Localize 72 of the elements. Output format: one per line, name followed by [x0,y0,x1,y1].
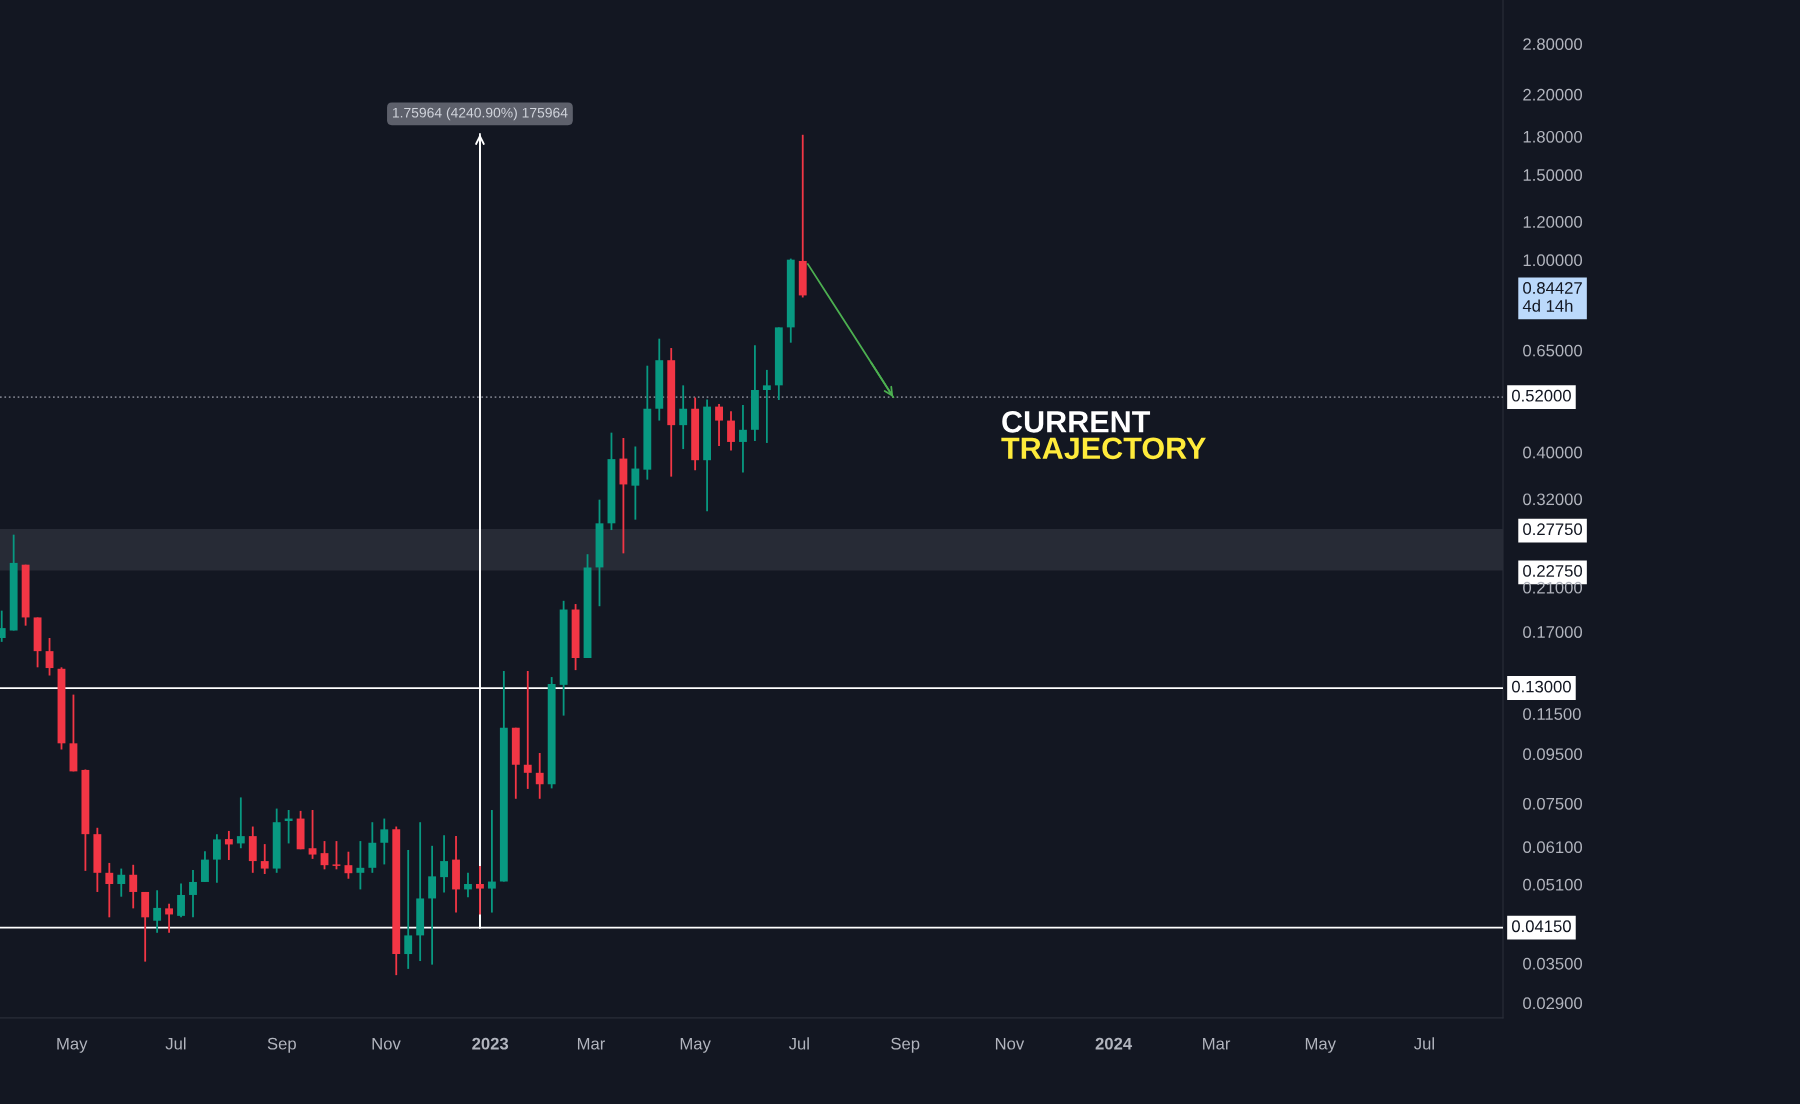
candlestick [236,796,245,850]
candlestick [129,863,138,910]
candlestick [727,410,735,452]
y-tick-label: 0.03500 [1523,957,1583,970]
candlestick [440,834,448,894]
candlestick [105,862,114,919]
y-tick-label: 0.07500 [1523,797,1583,810]
y-tick-label: 1.50000 [1523,169,1583,181]
y-tick-label: 0.17000 [1523,626,1583,638]
candlestick [260,843,269,875]
x-tick-label: Sep [891,1037,920,1053]
candlestick [356,840,365,891]
x-tick-label: May [1305,1037,1336,1053]
candlestick [739,404,747,474]
annotation: TRAJECTORY [1001,437,1206,460]
candlestick [715,403,723,447]
y-tick-label: 0.05100 [1523,878,1583,891]
ref-line-label: 0.13000 [1511,680,1571,693]
y-tick-label: 0.22750 [1523,565,1583,577]
y-tick-label: 0.32000 [1523,493,1583,506]
x-tick-label: May [680,1037,711,1053]
y-tick-label: 0.21000 [1523,581,1583,594]
x-tick-label: Sep [267,1037,296,1053]
candlestick [523,670,532,790]
x-tick-label: Nov [995,1037,1025,1050]
candlestick [189,869,197,919]
y-tick-label: 0.65000 [1523,344,1583,357]
candlestick [487,809,496,914]
candlestick [332,840,341,871]
y-tick-label: 0.06100 [1523,841,1583,854]
y-tick-label: 0.11500 [1523,708,1581,720]
candlestick [631,445,640,521]
candlestick [201,850,209,883]
y-tick-label: 0.09500 [1523,748,1583,761]
candlestick [344,850,353,880]
y-tick-label: 0.84427 4d 14h [1522,282,1582,312]
ref-line-label: 0.52000 [1511,389,1571,402]
candlestick [679,384,688,450]
x-tick-label: May [57,1037,88,1053]
y-tick-label: 1.80000 [1523,130,1583,143]
x-tick-label: Jul [165,1037,186,1050]
candlestick [308,809,317,860]
x-tick-label: Mar [577,1037,606,1050]
candlestick [117,867,126,898]
candlestick [464,871,472,899]
candlestick [476,865,484,916]
candlestick [762,369,771,444]
candlestick [153,889,162,934]
y-tick-label: 0.27750 [1523,523,1583,536]
candlestick [428,844,437,966]
candlestick [404,849,413,970]
x-tick-label: Nov [372,1037,401,1050]
x-tick-label: Mar [1203,1037,1231,1050]
candlestick [224,830,233,861]
x-tick-label: Jul [1414,1037,1434,1050]
y-tick-label: 1.20000 [1523,216,1583,228]
candlestick [165,902,174,934]
y-tick-label: 0.40000 [1523,446,1583,459]
x-tick-label: 2023 [472,1037,509,1050]
ref-line-label: 0.04150 [1511,920,1571,933]
annotation: CURRENT [1002,411,1151,433]
candlestick [380,817,389,866]
y-tick-label: 2.80000 [1523,38,1583,51]
y-tick-label: 0.02900 [1523,997,1583,1010]
candlestick [212,833,221,884]
x-tick-label: Jul [788,1037,809,1050]
candlestick [177,882,185,919]
candlestick [535,752,544,800]
y-tick-label: 2.20000 [1523,88,1583,101]
x-tick-label: 2024 [1095,1037,1133,1050]
annotation: 1.75964 (4240.90%) 175964 [392,107,568,121]
y-tick-label: 1.00000 [1523,254,1583,267]
